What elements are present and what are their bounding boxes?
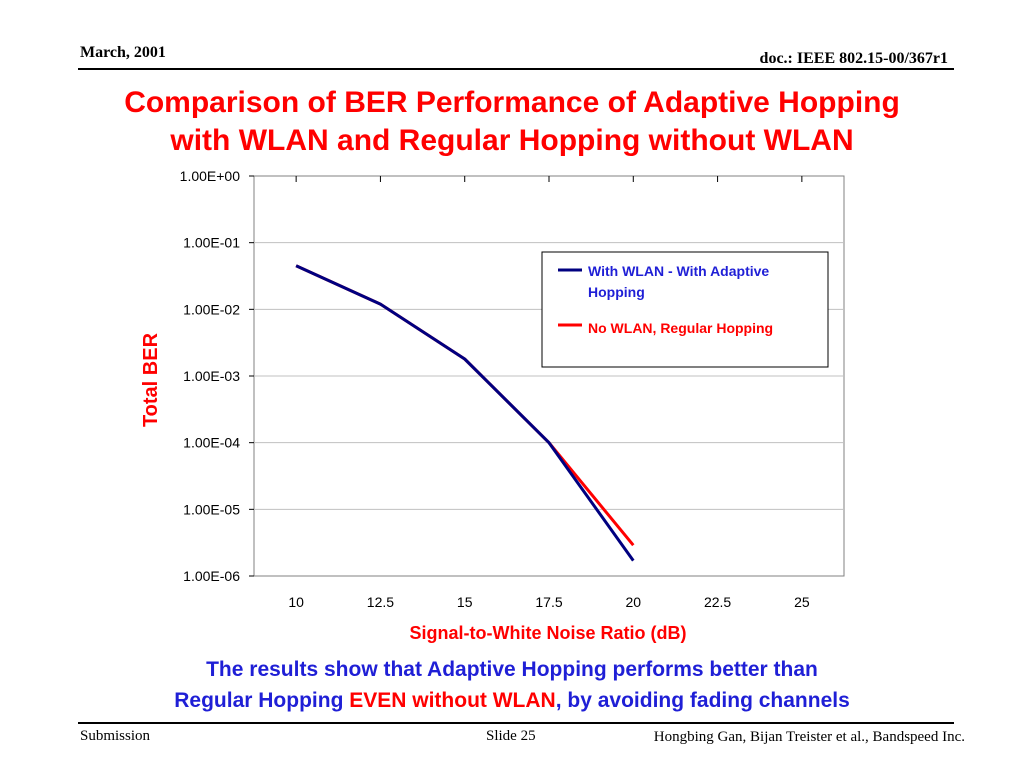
legend-label-with-wlan-line-2: Hopping <box>588 284 645 300</box>
series-group <box>295 264 635 562</box>
conclusion-line-2-c: , by avoiding fading channels <box>555 689 850 712</box>
slide-title-line-2: with WLAN and Regular Hopping without WL… <box>170 124 854 157</box>
footer-authors: Hongbing Gan, Bijan Treister et al., Ban… <box>653 729 965 745</box>
x-tick-label: 17.5 <box>535 594 562 610</box>
x-tick-label: 12.5 <box>367 594 394 610</box>
legend: With WLAN - With Adaptive Hopping No WLA… <box>541 251 829 368</box>
footer-slide-number: Slide 25 <box>486 728 536 744</box>
slide-title: Comparison of BER Performance of Adaptiv… <box>40 84 984 160</box>
x-tick-label: 25 <box>794 594 810 610</box>
x-tick-label: 15 <box>457 594 473 610</box>
header-rule <box>78 68 954 70</box>
legend-box <box>541 251 829 368</box>
y-tick-label: 1.00E-06 <box>183 568 240 584</box>
y-tick-label: 1.00E+00 <box>180 168 241 184</box>
legend-label-no-wlan: No WLAN, Regular Hopping <box>588 320 773 336</box>
y-tick-label: 1.00E-03 <box>183 368 240 384</box>
footer-submission: Submission <box>80 728 151 744</box>
x-tick-label: 10 <box>288 594 304 610</box>
x-tick-label: 22.5 <box>704 594 731 610</box>
y-axis-ticks: 1.00E+00 1.00E-01 1.00E-02 1.00E-03 1.00E-04… <box>180 168 254 584</box>
x-axis-ticks: 10 12.5 15 17.5 20 22.5 25 <box>288 176 810 610</box>
y-axis-label: Total BER <box>140 332 162 427</box>
conclusion-line-1: The results show that Adaptive Hopping p… <box>206 658 818 681</box>
ber-chart: 1.00E+00 1.00E-01 1.00E-02 1.00E-03 1.00E-04… <box>140 168 845 643</box>
slide-title-line-1: Comparison of BER Performance of Adaptiv… <box>124 86 900 119</box>
y-tick-label: 1.00E-05 <box>183 501 240 517</box>
conclusion-emphasis: EVEN without WLAN <box>349 689 556 712</box>
y-tick-label: 1.00E-04 <box>183 435 240 451</box>
conclusion-text: The results show that Adaptive Hopping p… <box>40 654 984 716</box>
x-tick-label: 20 <box>625 594 641 610</box>
conclusion-line-2: Regular Hopping EVEN without WLAN, by av… <box>40 685 984 716</box>
conclusion-line-2-a: Regular Hopping <box>174 689 350 712</box>
series-line-with-wlan <box>295 264 635 562</box>
footer-rule <box>78 722 954 724</box>
y-tick-label: 1.00E-01 <box>183 235 240 251</box>
header-doc-id: doc.: IEEE 802.15-00/367r1 <box>759 50 948 67</box>
header-date: March, 2001 <box>80 44 166 61</box>
x-axis-label: Signal-to-White Noise Ratio (dB) <box>410 623 687 643</box>
legend-label-with-wlan: With WLAN - With Adaptive Hopping <box>588 263 773 300</box>
y-tick-label: 1.00E-02 <box>183 301 240 317</box>
legend-label-with-wlan-line-1: With WLAN - With Adaptive <box>588 263 769 279</box>
